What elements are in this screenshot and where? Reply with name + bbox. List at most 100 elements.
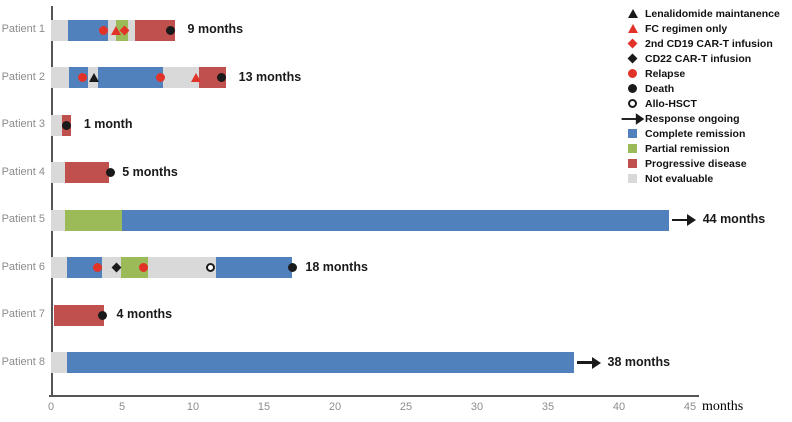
x-tick-10: 10 bbox=[186, 401, 200, 413]
duration-label-7: 4 months bbox=[116, 307, 173, 321]
segment-not-evaluable bbox=[51, 209, 66, 231]
segment-not-evaluable bbox=[147, 257, 216, 278]
arrow-line bbox=[576, 361, 594, 364]
partial-remission-icon bbox=[626, 142, 639, 155]
legend-item-death: Death bbox=[626, 81, 780, 96]
patient-label-7: Patient 7 bbox=[1, 308, 45, 320]
x-tick-20: 20 bbox=[328, 401, 342, 413]
legend-label: Complete remission bbox=[645, 127, 746, 140]
relapse-icon bbox=[99, 25, 109, 35]
legend-item-response-ongoing: Response ongoing bbox=[621, 111, 780, 126]
progressive-disease-glyph bbox=[628, 159, 637, 168]
duration-label-1: 9 months bbox=[187, 22, 244, 36]
segment-not-evaluable bbox=[51, 114, 63, 136]
duration-label-4: 5 months bbox=[122, 164, 178, 179]
legend-label: 2nd CD19 CAR-T infusion bbox=[645, 37, 773, 50]
lenalidomide-maintanence-icon bbox=[88, 73, 99, 82]
segment-not-evaluable bbox=[51, 162, 66, 183]
arrow-head bbox=[686, 214, 696, 226]
death-icon bbox=[106, 168, 116, 177]
x-tick-15: 15 bbox=[257, 401, 271, 413]
legend-label: Progressive disease bbox=[645, 157, 747, 170]
legend-label: Response ongoing bbox=[645, 112, 740, 125]
segment-not-evaluable bbox=[51, 352, 67, 373]
fc-regimen-only-icon bbox=[190, 73, 201, 82]
x-axis-line bbox=[49, 395, 699, 397]
x-tick-40: 40 bbox=[612, 401, 626, 413]
response-ongoing-arrow bbox=[671, 214, 696, 226]
segment-progressive-disease bbox=[65, 162, 110, 183]
fc-regimen-only-icon bbox=[626, 22, 639, 35]
cd22-car-t-infusion-icon bbox=[626, 52, 639, 65]
death-icon bbox=[165, 25, 175, 35]
duration-label-3: 1 month bbox=[83, 117, 133, 131]
x-tick-25: 25 bbox=[399, 401, 413, 413]
duration-label-2: 13 months bbox=[238, 69, 302, 84]
legend-item-2nd-cd19-car-t-infusion: 2nd CD19 CAR-T infusion bbox=[626, 36, 780, 51]
segment-complete-remission bbox=[66, 257, 103, 278]
x-tick-5: 5 bbox=[118, 401, 126, 413]
segment-not-evaluable bbox=[51, 257, 67, 278]
legend-item-cd22-car-t-infusion: CD22 CAR-T infusion bbox=[626, 51, 780, 66]
segment-complete-remission bbox=[68, 19, 108, 41]
allo-hsct-icon bbox=[626, 97, 639, 110]
fc-regimen-only-glyph bbox=[627, 24, 638, 33]
segment-progressive-disease bbox=[198, 67, 226, 88]
arrow-icon bbox=[671, 214, 696, 226]
relapse-icon bbox=[93, 263, 103, 272]
x-tick-45: 45 bbox=[683, 401, 697, 413]
death-icon bbox=[62, 120, 72, 130]
legend: Lenalidomide maintanence FC regimen only 2… bbox=[621, 6, 780, 186]
patient-label-2: Patient 2 bbox=[1, 70, 45, 83]
segment-not-evaluable bbox=[163, 67, 199, 88]
death-glyph bbox=[628, 84, 637, 93]
patient-label-4: Patient 4 bbox=[1, 165, 45, 178]
segment-complete-remission bbox=[122, 209, 669, 231]
legend-label: CD22 CAR-T infusion bbox=[645, 52, 752, 65]
segment-not-evaluable bbox=[51, 19, 69, 41]
segment-partial-remission bbox=[120, 257, 148, 278]
death-icon bbox=[626, 82, 639, 95]
complete-remission-glyph bbox=[628, 129, 637, 138]
duration-label-5: 44 months bbox=[702, 212, 766, 226]
segment-not-evaluable bbox=[102, 257, 121, 278]
relapse-icon bbox=[138, 263, 148, 272]
relapse-glyph bbox=[628, 69, 637, 78]
duration-label-8: 38 months bbox=[607, 354, 671, 369]
cd22-car-t-infusion-glyph bbox=[627, 53, 638, 64]
legend-item-allo-hsct: Allo-HSCT bbox=[626, 96, 780, 111]
x-tick-30: 30 bbox=[470, 401, 484, 413]
legend-label: Relapse bbox=[645, 67, 686, 80]
legend-label: FC regimen only bbox=[645, 22, 728, 35]
not-evaluable-glyph bbox=[628, 174, 637, 183]
response-ongoing-glyph bbox=[621, 112, 644, 125]
legend-item-not-evaluable: Not evaluable bbox=[626, 171, 780, 186]
legend-label: Not evaluable bbox=[645, 172, 714, 185]
legend-item-progressive-disease: Progressive disease bbox=[626, 156, 780, 171]
y-axis-line bbox=[51, 6, 53, 396]
segment-progressive-disease bbox=[134, 19, 175, 41]
legend-item-partial-remission: Partial remission bbox=[626, 141, 780, 156]
arrow-icon bbox=[576, 356, 601, 369]
legend-item-fc-regimen-only: FC regimen only bbox=[626, 21, 780, 36]
legend-item-lenalidomide-maintanence: Lenalidomide maintanence bbox=[626, 6, 780, 21]
not-evaluable-icon bbox=[626, 172, 639, 185]
segment-not-evaluable bbox=[127, 19, 135, 41]
2nd-cd19-car-t-infusion-glyph bbox=[627, 38, 638, 49]
segment-not-evaluable bbox=[51, 67, 70, 88]
lenalidomide-maintanence-glyph bbox=[627, 9, 638, 18]
allo-hsct-icon bbox=[205, 263, 215, 272]
patient-label-5: Patient 5 bbox=[1, 213, 45, 225]
legend-label: Allo-HSCT bbox=[645, 97, 697, 110]
patient-label-3: Patient 3 bbox=[1, 118, 45, 130]
allo-hsct-glyph bbox=[628, 99, 637, 108]
death-icon bbox=[287, 263, 297, 272]
legend-item-relapse: Relapse bbox=[626, 66, 780, 81]
fc-regimen-only-icon bbox=[111, 25, 122, 35]
legend-label: Partial remission bbox=[645, 142, 730, 155]
response-ongoing-icon bbox=[621, 112, 644, 125]
x-axis-unit-label: months bbox=[702, 399, 744, 414]
legend-label: Death bbox=[645, 82, 675, 95]
2nd-cd19-car-t-infusion-icon bbox=[626, 37, 639, 50]
